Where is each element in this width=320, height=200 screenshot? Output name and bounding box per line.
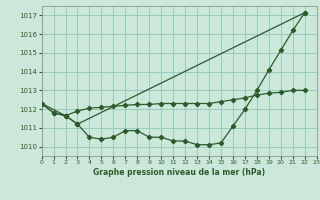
X-axis label: Graphe pression niveau de la mer (hPa): Graphe pression niveau de la mer (hPa) <box>93 168 265 177</box>
